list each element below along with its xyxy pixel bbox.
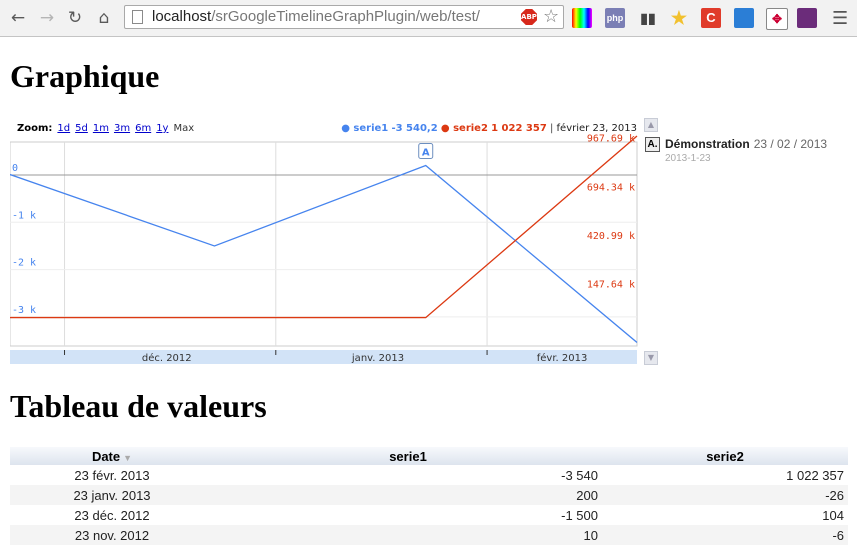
zoom-link-1y[interactable]: 1y	[156, 123, 169, 134]
grid-extension-icon[interactable]: ✥	[766, 8, 788, 30]
php-extension-icon[interactable]: php	[605, 8, 625, 28]
bookmark-star-icon[interactable]: ☆	[543, 6, 560, 27]
table-row: 23 janv. 2013 200 -26	[10, 485, 848, 505]
annotation-flag-letter: A	[422, 148, 430, 159]
right-axis-tick-label: 147.64 k	[587, 279, 635, 290]
plot-area	[10, 141, 638, 347]
legend-serie1-value: -3 540,2	[391, 123, 438, 134]
column-header-serie2[interactable]: serie2	[602, 447, 848, 465]
table-row: 23 févr. 2013 -3 540 1 022 357	[10, 465, 848, 485]
zoom-link-5d[interactable]: 5d	[75, 123, 88, 134]
zoom-link-1d[interactable]: 1d	[57, 123, 71, 134]
legend-serie1-dot: ●	[341, 123, 354, 134]
reload-icon[interactable]: ↻	[67, 8, 83, 28]
serie2-line	[10, 135, 638, 319]
legend-serie2-dot: ●	[440, 123, 454, 134]
right-axis-tick-label: 420.99 k	[587, 231, 635, 242]
cell-serie1: 10	[214, 525, 602, 545]
color-picker-extension-icon[interactable]	[572, 8, 592, 28]
zoom-label: Zoom:	[17, 123, 53, 134]
favorites-star-icon[interactable]: ★	[670, 8, 688, 28]
legend-serie2-value: 1 022 357	[491, 123, 547, 134]
hamburger-menu-icon[interactable]: ☰	[832, 8, 849, 29]
back-arrow-icon[interactable]: ←	[10, 8, 26, 28]
c-extension-icon[interactable]: C	[701, 8, 721, 28]
column-header-date[interactable]: Date ▼	[10, 447, 214, 465]
right-axis-tick-label: 694.34 k	[587, 182, 635, 193]
stats-extension-icon[interactable]: ▮▮	[640, 10, 656, 26]
annotated-timeline-chart: Zoom: 1d 5d 1m 3m 6m 1y Max ● serie1 -3 540,2 ●…	[10, 118, 855, 368]
annotation-flag	[418, 143, 434, 160]
left-axis-tick-label: -1 k	[12, 210, 36, 221]
zoom-controls: Zoom: 1d 5d 1m 3m 6m 1y Max	[17, 123, 194, 134]
cell-date: 23 janv. 2013	[10, 485, 214, 505]
cell-serie1: -1 500	[214, 505, 602, 525]
annotation-title: Démonstration	[665, 137, 750, 151]
overview-strip	[10, 350, 637, 364]
serie1-line	[10, 164, 638, 343]
table-header-row: Date ▼ serie1 serie2	[10, 447, 848, 465]
cell-serie2: 104	[602, 505, 848, 525]
values-table: Date ▼ serie1 serie2 23 févr. 2013 -3 540…	[10, 447, 848, 545]
legend-serie2-name: serie2	[453, 123, 488, 134]
scroll-down-button[interactable]: ▼	[644, 351, 658, 365]
browser-toolbar: ← → ↻ ⌂ localhost/srGoogleTimelineGraphP…	[0, 0, 857, 37]
page-icon	[132, 10, 143, 24]
address-bar[interactable]: localhost/srGoogleTimelineGraphPlugin/we…	[124, 5, 564, 29]
sort-arrow-icon: ▼	[123, 452, 133, 463]
cell-serie1: -3 540	[214, 465, 602, 485]
cell-serie2: -6	[602, 525, 848, 545]
cell-date: 23 déc. 2012	[10, 505, 214, 525]
home-icon[interactable]: ⌂	[98, 8, 110, 28]
adblock-icon[interactable]: ABP	[521, 9, 537, 25]
page-heading-graphique: Graphique	[10, 58, 160, 94]
screen-extension-icon[interactable]	[797, 8, 817, 28]
page-heading-tableau: Tableau de valeurs	[10, 388, 267, 424]
table-row: 23 déc. 2012 -1 500 104	[10, 505, 848, 525]
cell-serie2: -26	[602, 485, 848, 505]
zoom-link-6m[interactable]: 6m	[135, 123, 152, 134]
annotation-date: 23 / 02 / 2013	[753, 137, 828, 151]
legend-date: février 23, 2013	[556, 123, 637, 134]
zoom-link-1m[interactable]: 1m	[92, 123, 109, 134]
scroll-up-button[interactable]: ▲	[644, 118, 658, 132]
x-axis-tick-label: févr. 2013	[537, 352, 588, 364]
x-axis-tick-label: janv. 2013	[351, 353, 404, 364]
cell-serie2: 1 022 357	[602, 465, 848, 485]
x-axis-tick-label: déc. 2012	[142, 352, 192, 364]
cell-date: 23 nov. 2012	[10, 525, 214, 545]
annotation-letter[interactable]: A.	[645, 137, 660, 152]
column-header-serie1[interactable]: serie1	[214, 447, 602, 465]
left-axis-tick-label: 0	[12, 163, 18, 174]
left-axis-tick-label: -3 k	[12, 305, 36, 316]
chart-legend: ● serie1 -3 540,2 ● serie2 1 022 357 | f…	[341, 123, 637, 134]
annotation-entry: Démonstration 23 / 02 / 2013	[665, 137, 827, 151]
url-text[interactable]: localhost/srGoogleTimelineGraphPlugin/we…	[152, 8, 480, 25]
timeline-plot: 0 -1 k -2 k -3 k 967.69 k 694.34 k 420.99 k 147…	[10, 134, 638, 364]
zoom-link-3m[interactable]: 3m	[113, 123, 131, 134]
legend-separator: |	[549, 123, 554, 134]
right-axis-tick-label: 967.69 k	[587, 134, 635, 145]
cell-date: 23 févr. 2013	[10, 465, 214, 485]
legend-serie1-name: serie1	[353, 123, 389, 134]
annotation-subtitle: 2013-1-23	[665, 153, 711, 164]
left-axis-tick-label: -2 k	[12, 258, 36, 269]
cell-serie1: 200	[214, 485, 602, 505]
table-row: 23 nov. 2012 10 -6	[10, 525, 848, 545]
edit-extension-icon[interactable]	[734, 8, 754, 28]
forward-arrow-icon[interactable]: →	[39, 8, 55, 28]
zoom-max: Max	[173, 123, 195, 134]
